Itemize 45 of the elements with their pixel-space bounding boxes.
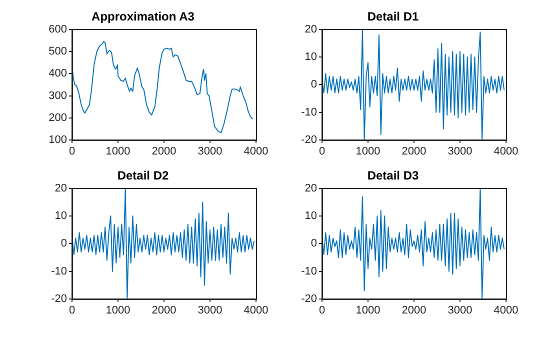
- x-tick-label: 1000: [106, 304, 130, 317]
- y-tick-label: 600: [48, 23, 67, 36]
- x-tick-label: 4000: [244, 146, 268, 158]
- x-tick-label: 0: [68, 304, 76, 317]
- x-tick-label: 1000: [106, 146, 130, 158]
- y-tick-label: 10: [304, 51, 317, 64]
- y-tick-label: 400: [48, 68, 67, 80]
- y-tick-label: 300: [48, 90, 67, 102]
- y-tick-label: -10: [301, 106, 317, 118]
- x-tick-label: 2000: [152, 304, 176, 317]
- x-tick-label: 2000: [402, 304, 426, 317]
- x-tick-label: 4000: [244, 304, 268, 317]
- y-tick-label: 0: [60, 238, 67, 250]
- y-tick-label: 20: [304, 23, 317, 36]
- chart-title: Approximation A3: [92, 10, 195, 24]
- y-tick-label: 100: [48, 134, 67, 146]
- y-tick-label: -20: [301, 293, 317, 306]
- y-tick-label: 0: [310, 78, 317, 91]
- x-tick-label: 3000: [448, 304, 472, 317]
- chart-title: Detail D2: [117, 168, 169, 183]
- y-tick-label: -10: [301, 265, 317, 278]
- y-tick-label: -10: [51, 265, 67, 278]
- y-tick-label: -20: [51, 293, 67, 306]
- y-tick-label: 200: [48, 112, 67, 124]
- y-tick-label: 0: [310, 238, 317, 250]
- x-tick-label: 2000: [402, 146, 426, 158]
- y-tick-label: 10: [54, 210, 67, 222]
- x-tick-label: 3000: [198, 146, 222, 158]
- x-tick-label: 0: [318, 146, 326, 158]
- chart-title: Detail D3: [367, 168, 419, 183]
- y-tick-label: 20: [54, 182, 67, 194]
- x-tick-label: 2000: [152, 146, 176, 158]
- x-tick-label: 4000: [494, 304, 518, 317]
- x-tick-label: 3000: [198, 304, 222, 317]
- x-tick-label: 0: [68, 146, 76, 158]
- y-tick-label: 10: [304, 210, 317, 222]
- y-tick-label: -20: [301, 134, 317, 146]
- x-tick-label: 0: [318, 304, 326, 317]
- chart-title: Detail D1: [367, 10, 419, 24]
- x-tick-label: 1000: [356, 146, 380, 158]
- x-tick-label: 4000: [494, 146, 518, 158]
- y-tick-label: 500: [48, 46, 67, 58]
- y-tick-label: 20: [304, 182, 317, 194]
- x-tick-label: 1000: [356, 304, 380, 317]
- x-tick-label: 3000: [448, 146, 472, 158]
